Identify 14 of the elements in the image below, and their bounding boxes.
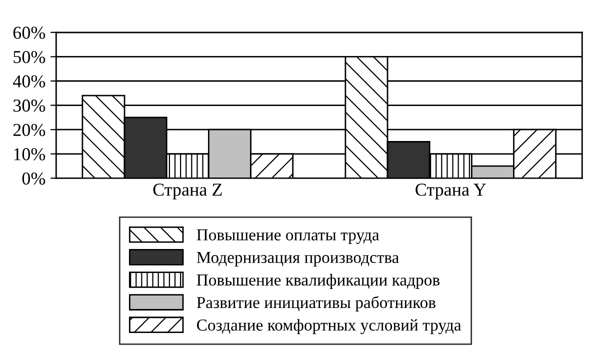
y-tick-label: 50%	[14, 50, 46, 64]
x-tick-label: Страна Z	[153, 184, 222, 200]
legend-label: Повышение квалификации кадров	[196, 274, 440, 289]
legend-label: Модернизация производства	[196, 252, 399, 266]
y-tick-label: 40%	[12, 75, 46, 88]
y-tick-label: 60%	[13, 26, 46, 39]
legend-label: Развитие инициативы работников	[196, 296, 436, 312]
y-tick-label: 20%	[13, 124, 46, 136]
y-tick-label: 0%	[22, 172, 46, 185]
y-tick-label: 30%	[13, 100, 46, 112]
legend-label: Создание комфортных условий труда	[197, 318, 462, 334]
x-tick-label: Страна Y	[416, 184, 486, 200]
legend-label: Повышение оплаты труда	[196, 229, 380, 244]
y-tick-label: 10%	[14, 148, 46, 160]
